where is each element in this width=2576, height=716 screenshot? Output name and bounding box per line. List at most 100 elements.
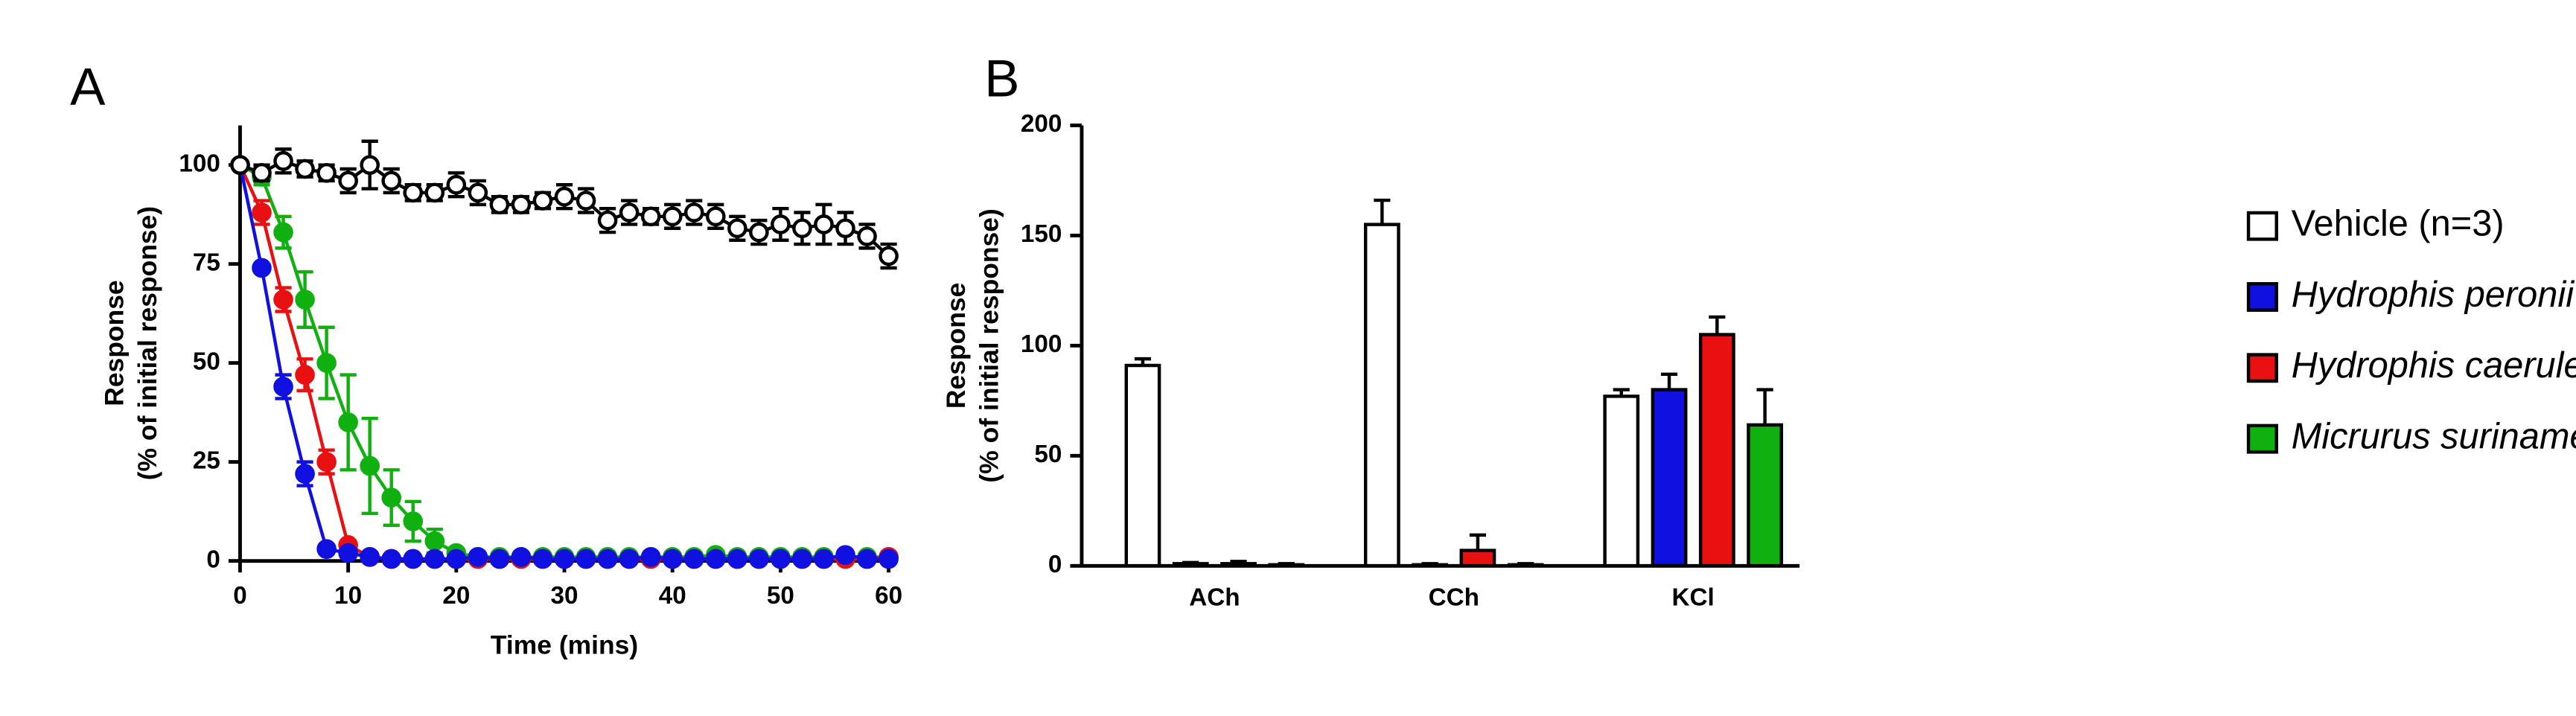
legend-item: Vehicle (n=3)	[2246, 204, 2505, 244]
bar	[1603, 394, 1640, 568]
data-point	[662, 206, 683, 227]
data-point	[252, 162, 272, 183]
y-axis-label: (% of initial response)	[974, 208, 1004, 482]
legend-swatch	[2246, 423, 2278, 454]
data-point	[835, 545, 855, 565]
data-point	[295, 159, 315, 179]
y-tick-label: 100	[179, 150, 220, 177]
series-line	[238, 164, 889, 561]
data-point	[511, 194, 532, 215]
data-point	[554, 186, 575, 207]
panel-label: A	[70, 58, 106, 117]
x-tick-label: KCl	[1672, 584, 1715, 611]
data-point	[295, 290, 315, 310]
y-tick-label: 50	[193, 348, 220, 375]
data-point	[424, 531, 445, 552]
data-point	[381, 549, 402, 569]
data-point	[749, 222, 769, 243]
data-point	[360, 155, 380, 175]
data-point	[879, 549, 899, 569]
y-tick-label: 50	[1034, 441, 1062, 468]
data-point	[295, 464, 315, 484]
data-point	[705, 206, 726, 227]
x-tick-label: ACh	[1189, 584, 1240, 611]
x-tick-label: 10	[334, 582, 362, 610]
data-point	[360, 456, 380, 476]
x-tick-label: 20	[442, 582, 470, 610]
data-point	[792, 218, 812, 239]
data-point	[879, 246, 899, 266]
data-point	[230, 155, 250, 175]
y-tick-label: 100	[1021, 330, 1062, 358]
data-point	[662, 549, 683, 569]
data-point	[532, 191, 553, 211]
error-bar	[1374, 198, 1391, 225]
data-point	[683, 549, 704, 569]
y-axis-label: (% of initial response)	[133, 206, 162, 480]
legend-label: Vehicle (n=3)	[2292, 204, 2505, 244]
data-point	[295, 365, 315, 385]
data-point	[273, 151, 293, 171]
y-axis-label: Response	[100, 280, 130, 406]
data-point	[316, 353, 337, 373]
data-point	[403, 549, 424, 569]
y-tick-label: 75	[193, 249, 220, 276]
data-point	[814, 549, 834, 569]
data-point	[619, 549, 640, 569]
data-point	[857, 226, 877, 246]
data-point	[857, 549, 877, 569]
data-point	[468, 182, 488, 203]
data-point	[597, 210, 618, 231]
data-point	[252, 202, 272, 223]
data-point	[489, 194, 510, 215]
legend-label: Hydrophis caerulescens (n=3)	[2292, 345, 2576, 386]
y-tick-label: 150	[1021, 220, 1062, 248]
data-point	[814, 214, 834, 234]
data-point	[597, 549, 618, 569]
data-point	[554, 549, 575, 569]
data-point	[316, 452, 337, 472]
data-point	[640, 547, 661, 567]
data-point	[252, 258, 272, 278]
data-point	[338, 543, 358, 563]
data-point	[273, 222, 293, 243]
x-tick-label: 50	[767, 582, 794, 610]
data-point	[381, 170, 402, 191]
data-point	[727, 218, 747, 239]
legend-label: Hydrophis peronii (n=3)	[2292, 275, 2576, 315]
data-point	[489, 549, 510, 569]
error-bar	[1469, 533, 1486, 551]
data-point	[727, 549, 747, 569]
data-point	[771, 214, 791, 234]
data-point	[511, 547, 532, 567]
data-point	[683, 202, 704, 223]
legend-label: Micrurus surinamensis (n=3)	[2292, 416, 2576, 456]
data-point	[792, 549, 812, 569]
data-point	[619, 202, 640, 223]
data-point	[771, 549, 791, 569]
error-bar	[1756, 388, 1773, 425]
x-tick-label: CCh	[1429, 584, 1479, 611]
data-point	[532, 549, 553, 569]
y-tick-label: 200	[1021, 110, 1062, 138]
data-point	[338, 412, 358, 432]
panel-label: B	[984, 50, 1019, 109]
bar	[1459, 549, 1496, 568]
legend-item: Hydrophis peronii (n=3)	[2246, 275, 2576, 315]
x-tick-label: 40	[659, 582, 686, 610]
data-point	[424, 182, 445, 203]
bar	[1124, 363, 1161, 568]
data-point	[576, 191, 596, 211]
error-bar	[1660, 372, 1678, 390]
data-point	[273, 377, 293, 397]
data-point	[446, 549, 467, 569]
x-tick-label: 60	[875, 582, 902, 610]
legend-item: Hydrophis caerulescens (n=3)	[2246, 345, 2576, 386]
data-point	[468, 547, 488, 567]
x-axis-label: Time (mins)	[491, 630, 638, 659]
data-point	[424, 549, 445, 569]
legend-swatch	[2246, 211, 2278, 241]
data-point	[316, 162, 337, 183]
data-point	[403, 182, 424, 203]
